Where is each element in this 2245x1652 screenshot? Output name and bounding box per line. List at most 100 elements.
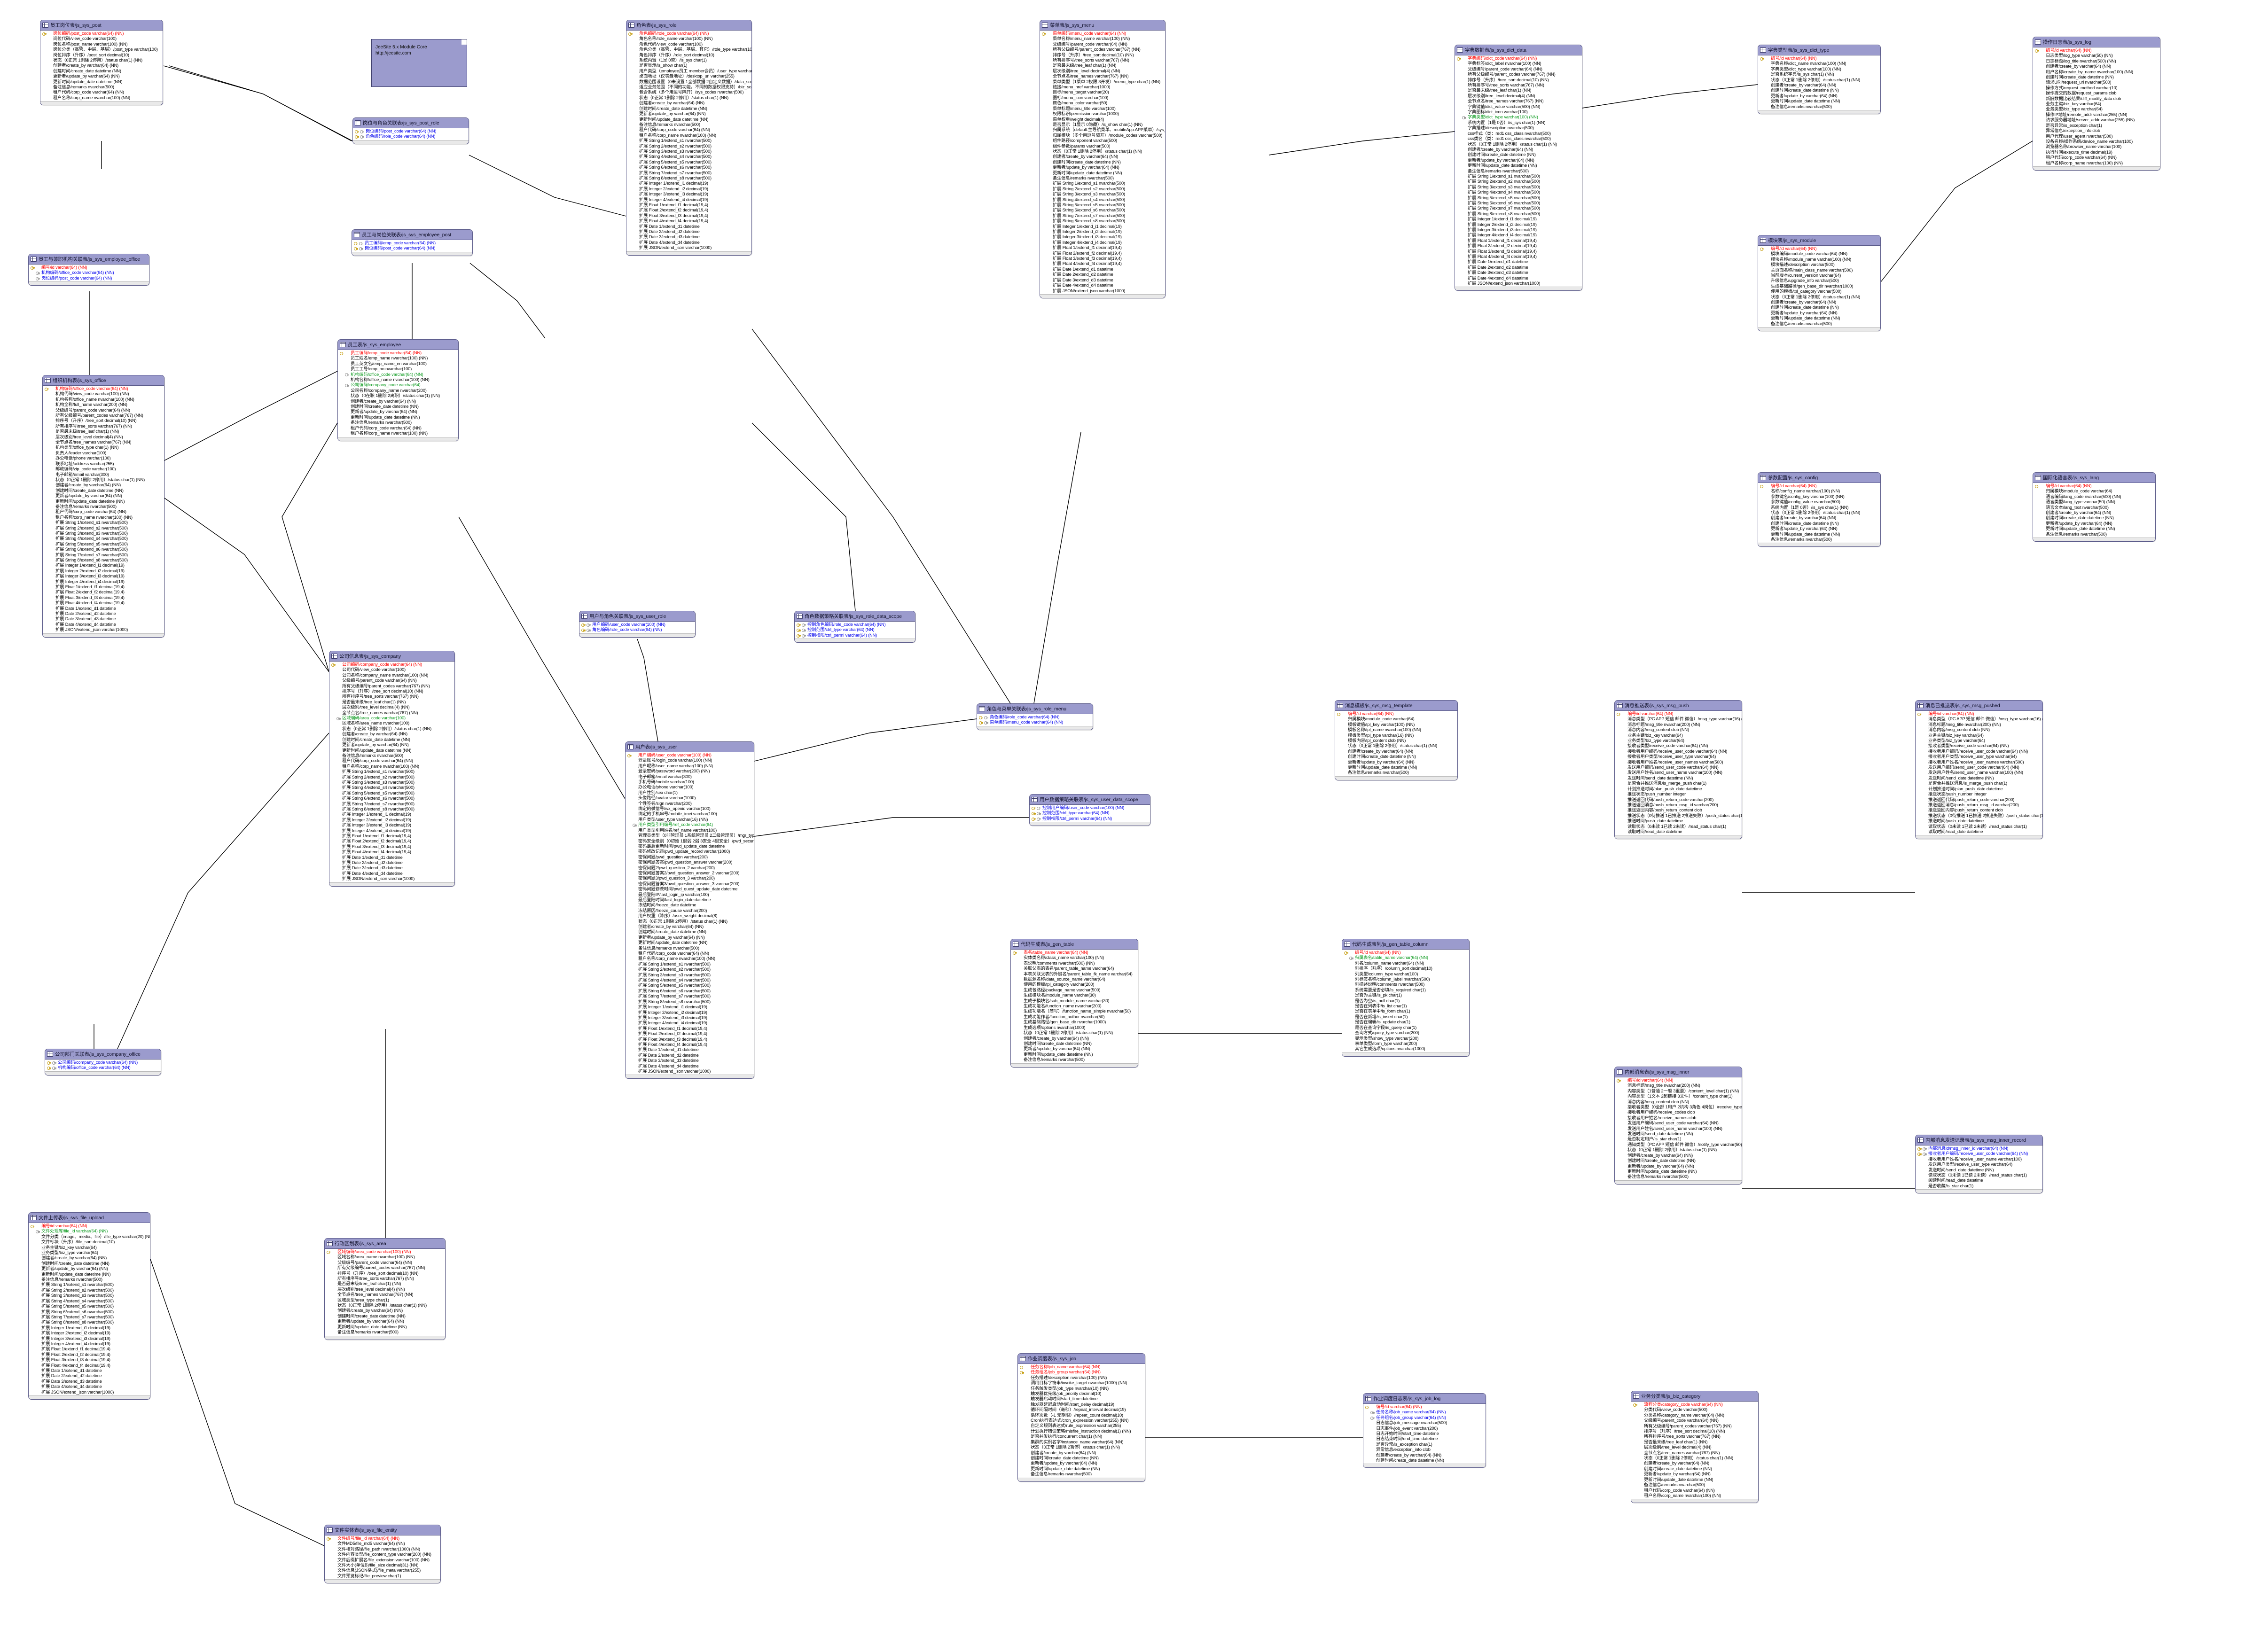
entity-column[interactable]: 扩展 String 7/extend_s7 nvarchar(500) — [43, 553, 164, 558]
entity-column[interactable]: 扩展 Float 4/extend_f4 decimal(19,4) — [1040, 261, 1165, 266]
entity-column[interactable]: 扩展 String 2/extend_s2 nvarchar(500) — [43, 526, 164, 531]
entity-column[interactable]: 任务组名/job_group varchar(64) (NN) — [1018, 1370, 1145, 1375]
entity-column[interactable]: 推送状态（0待推送 1已推送 2推送失败）/push_status char(1… — [1615, 813, 1742, 818]
entity-column[interactable]: 更新者/update_by varchar(64) (NN) — [1011, 1046, 1138, 1052]
entity-column[interactable]: 扩展 Float 4/extend_f4 decimal(19,4) — [29, 1363, 150, 1368]
entity-column[interactable]: 查询方式/query_type varchar(200) — [1342, 1030, 1469, 1036]
entity-column[interactable]: 创建者/create_by varchar(64) (NN) — [329, 732, 454, 737]
entity-column[interactable]: 状态（0正常 1删除 2停用）/status char(1) (NN) — [1455, 142, 1582, 147]
entity-column[interactable]: 读取状态（0未读 1已读 2未读）/read_status char(1) — [1615, 824, 1742, 829]
entity-table-js_sys_lang[interactable]: 国际化语言表/js_sys_lang 编号/id varchar(64) (NN)… — [2033, 472, 2156, 542]
entity-column[interactable]: 生成功能作者/function_author nvarchar(50) — [1011, 1014, 1138, 1020]
entity-column[interactable]: 扩展 Date 4/extend_d4 datetime — [29, 1384, 150, 1389]
entity-column[interactable]: 创建者/create_by varchar(64) (NN) — [626, 924, 754, 929]
entity-column[interactable]: 接收者用户姓名/receive_user_names varchar(500) — [1615, 760, 1742, 765]
entity-column[interactable]: 日志类型/log_type varchar(50) (NN) — [2033, 53, 2160, 58]
entity-table-js_sys_config[interactable]: 参数配置/js_sys_config 编号/id varchar(64) (NN)… — [1758, 472, 1881, 547]
entity-column[interactable]: 扩展 Float 2/extend_f2 decimal(19,4) — [626, 1031, 754, 1036]
entity-column[interactable]: 区域名称/area_name nvarchar(100) — [329, 721, 454, 726]
entity-column[interactable]: 更新时间/update_date datetime (NN) — [1018, 1466, 1145, 1472]
entity-column[interactable]: 发送时间/send_date datetime (NN) — [1916, 1168, 2042, 1173]
entity-table-js_biz_category[interactable]: 业务分类表/js_biz_category 流程分类/category_code … — [1631, 1391, 1759, 1504]
entity-column[interactable]: 扩展 Integer 4/extend_i4 decimal(19) — [29, 1341, 150, 1347]
entity-column[interactable]: 更新者/update_by varchar(64) (NN) — [325, 1319, 445, 1324]
entity-column[interactable]: 所有父级编号/parent_codes varchar(767) (NN) — [1455, 72, 1582, 77]
entity-column[interactable]: 接收者用户姓名/receive_user_name varchar(100) — [1916, 1157, 2042, 1162]
entity-column[interactable]: 所有父级编号/parent_codes varchar(767) (NN) — [1040, 47, 1165, 52]
entity-column[interactable]: 备注信息/remarks nvarchar(500) — [1758, 321, 1880, 327]
entity-column[interactable]: 扩展 String 7/extend_s7 nvarchar(500) — [29, 1315, 150, 1320]
entity-column[interactable]: 创建时间/create_date datetime (NN) — [1615, 1158, 1742, 1163]
entity-column[interactable]: 所有排序号/tree_sorts varchar(767) (NN) — [325, 1276, 445, 1281]
entity-column[interactable]: 扩展 Date 2/extend_d2 datetime — [626, 229, 751, 234]
entity-column[interactable]: 推送状态/push_number integer — [1615, 792, 1742, 797]
entity-column[interactable]: 生成基础路径/gen_base_dir nvarchar(1000) — [1758, 284, 1880, 289]
entity-column[interactable]: 扩展 Date 3/extend_d3 datetime — [1040, 278, 1165, 283]
entity-column[interactable]: 菜单编码/menu_code varchar(64) (NN) — [1040, 31, 1165, 36]
entity-column[interactable]: 扩展 String 8/extend_s8 nvarchar(500) — [626, 999, 754, 1005]
entity-column[interactable]: 租户代码/corp_code varchar(64) (NN) — [1631, 1488, 1758, 1493]
entity-column[interactable]: 状态（0正常 1删除 2停用）/status char(1) (NN) — [1758, 295, 1880, 300]
entity-column[interactable]: 扩展 Integer 1/extend_i1 decimal(19) — [43, 563, 164, 568]
entity-column[interactable]: 更新时间/update_date datetime (NN) — [1758, 316, 1880, 321]
entity-column[interactable]: 流程分类/category_code varchar(64) (NN) — [1631, 1402, 1758, 1407]
entity-column[interactable]: 扩展 Float 2/extend_f2 decimal(19,4) — [329, 839, 454, 844]
entity-column[interactable]: 扩展 Integer 4/extend_i4 decimal(19) — [1455, 233, 1582, 238]
entity-column[interactable]: 扩展 Date 2/extend_d2 datetime — [1455, 265, 1582, 270]
entity-column[interactable]: 自定义规则表达式/rule_expression varchar(255) — [1018, 1423, 1145, 1428]
entity-column[interactable]: 文件后缀扩展名/file_extension varchar(100) (NN) — [325, 1558, 440, 1563]
entity-column[interactable]: 备注信息/remarks nvarchar(500) — [29, 1277, 150, 1282]
entity-column[interactable]: 更新者/update_by varchar(64) (NN) — [1758, 526, 1880, 531]
entity-column[interactable]: 管理员类型（0非管理员 1系统管理员 2二级管理员）/mgr_type char… — [626, 833, 754, 838]
entity-column[interactable]: 用户性别/sex char(1) — [626, 790, 754, 795]
entity-column[interactable]: 角色排序（升序）/role_sort decimal(10) — [626, 53, 751, 58]
entity-column[interactable]: 机构编码/office_code varchar(64) (NN) — [29, 270, 149, 275]
entity-column[interactable]: 列标签名称/column_label nvarchar(500) — [1342, 977, 1469, 982]
entity-table-js_sys_dict_type[interactable]: 字典类型表/js_sys_dict_type 编号/id varchar(64) … — [1758, 45, 1881, 115]
entity-column[interactable]: 扩展 String 5/extend_s5 nvarchar(500) — [626, 983, 754, 988]
entity-column[interactable]: 岗位编码/post_code varchar(64) (NN) — [29, 276, 149, 281]
entity-column[interactable]: 密码修改记录/pwd_update_record varchar(1000) — [626, 849, 754, 854]
entity-column[interactable]: 是否收藏/is_star char(1) — [1916, 1184, 2042, 1189]
entity-column[interactable]: 扩展 String 1/extend_s1 nvarchar(500) — [43, 520, 164, 525]
entity-column[interactable]: 推送返回内容/push_return_content clob — [1615, 808, 1742, 813]
entity-column[interactable]: 创建者/create_by varchar(64) (NN) — [338, 399, 458, 404]
entity-table-js_sys_company_office[interactable]: 公司部门关联表/js_sys_company_office 公司编码/compan… — [45, 1049, 161, 1075]
entity-column[interactable]: 文件相对路径/file_path nvarchar(1000) (NN) — [325, 1547, 440, 1552]
entity-column[interactable]: 日志结束时间/end_time datetime — [1363, 1436, 1486, 1442]
entity-column[interactable]: 发送用户编码/send_user_code varchar(64) (NN) — [1615, 1121, 1742, 1126]
entity-column[interactable]: 公司代码/view_code varchar(100) — [329, 667, 454, 672]
entity-column[interactable]: 密保问题答案2/pwd_question_answer_2 varchar(20… — [626, 871, 754, 876]
entity-column[interactable]: 全节点名/tree_names varchar(767) (NN) — [1631, 1450, 1758, 1456]
entity-column[interactable]: 业务类型/biz_type varchar(64) — [1615, 738, 1742, 743]
entity-column[interactable]: 更新者/update_by varchar(64) (NN) — [626, 935, 754, 940]
entity-column[interactable]: 字典名称/dict_name nvarchar(100) (NN) — [1758, 61, 1880, 66]
entity-column[interactable]: 文件信息(JSON格式)/file_meta varchar(255) — [325, 1568, 440, 1573]
entity-column[interactable]: 扩展 String 3/extend_s3 nvarchar(500) — [329, 780, 454, 785]
entity-column[interactable]: 推送返回代码/push_return_code varchar(200) — [1615, 797, 1742, 803]
entity-column[interactable]: 扩展 Integer 1/extend_i1 decimal(19) — [29, 1325, 150, 1331]
entity-column[interactable]: 角色代码/view_code varchar(100) — [626, 42, 751, 47]
entity-column[interactable]: 机构名称/office_name nvarchar(100) (NN) — [338, 377, 458, 382]
entity-column[interactable]: 业务主键/biz_key varchar(64) — [1615, 733, 1742, 738]
entity-column[interactable]: 创建时间/create_date datetime (NN) — [43, 488, 164, 493]
entity-column[interactable]: 扩展 Integer 2/extend_i2 decimal(19) — [329, 818, 454, 823]
entity-column[interactable]: 机构编码/office_code varchar(64) (NN) — [43, 386, 164, 391]
entity-column[interactable]: 创建者/create_by varchar(64) (NN) — [40, 63, 163, 68]
entity-column[interactable]: 接收者类型（0全部 1用户 2机构 3角色 4岗位）/receive_type … — [1615, 1105, 1742, 1110]
entity-column[interactable]: 扩展 Date 3/extend_d3 datetime — [29, 1379, 150, 1384]
entity-column[interactable]: 岗位编码/post_code varchar(64) (NN) — [352, 246, 472, 251]
entity-column[interactable]: 扩展 Date 1/extend_d1 datetime — [29, 1368, 150, 1373]
entity-column[interactable]: 状态（0正常 1删除 2停用）/status char(1) (NN) — [329, 726, 454, 732]
entity-column[interactable]: 读取时间/read_date datetime — [1916, 829, 2042, 834]
entity-column[interactable]: 发送用户类型/receive_user_type varchar(64) — [1916, 1162, 2042, 1167]
entity-column[interactable]: 本表关联父表的外键名/parent_table_fk_name varchar(… — [1011, 972, 1138, 977]
entity-column[interactable]: 所有排序号/tree_sorts varchar(767) (NN) — [1040, 58, 1165, 63]
entity-column[interactable]: 字典标签/dict_label nvarchar(100) (NN) — [1455, 61, 1582, 66]
entity-column[interactable]: 备注信息/remarks nvarchar(500) — [338, 420, 458, 425]
entity-column[interactable]: 员工工号/emp_no nvarchar(100) — [338, 366, 458, 372]
entity-column[interactable]: 扩展 String 4/extend_s4 nvarchar(500) — [329, 785, 454, 790]
entity-column[interactable]: 是否并发执行/concurrent char(1) (NN) — [1018, 1434, 1145, 1439]
entity-column[interactable]: 归属模块（多个用逗号隔开）/module_codes varchar(500) — [1040, 133, 1165, 138]
entity-column[interactable]: 头像路径/avatar varchar(1000) — [626, 795, 754, 801]
